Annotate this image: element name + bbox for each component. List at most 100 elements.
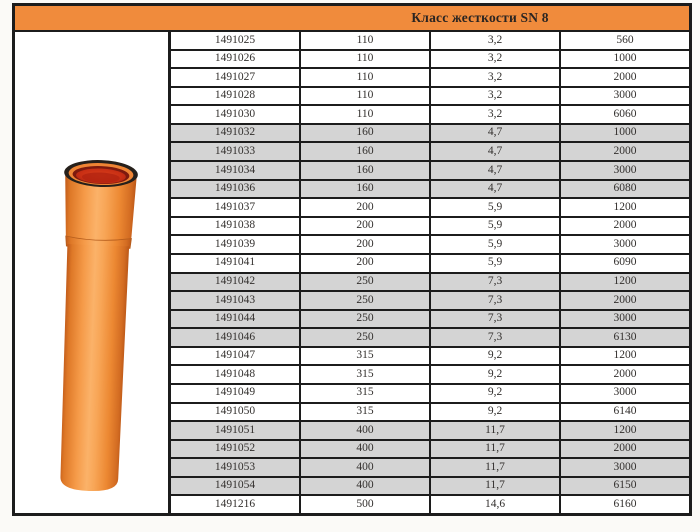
length-cell: 560	[561, 32, 689, 49]
diameter-cell: 160	[301, 143, 429, 161]
diameter-cell: 110	[301, 106, 429, 123]
length-cell: 2000	[561, 69, 689, 86]
diameter-cell: 250	[301, 310, 429, 328]
pipe-illustration-svg	[60, 160, 138, 492]
wall-cell: 11,7	[431, 477, 559, 495]
diameter-cell: 315	[301, 384, 429, 402]
length-cell: 6150	[561, 477, 689, 495]
article-cell: 1491044	[171, 310, 299, 328]
diameter-cell: 160	[301, 162, 429, 179]
length-cell: 2000	[561, 143, 689, 161]
article-cell: 1491032	[171, 124, 299, 142]
diameter-cell: 250	[301, 273, 429, 291]
diameter-cell: 315	[301, 347, 429, 365]
wall-cell: 5,9	[431, 217, 559, 235]
wall-cell: 9,2	[431, 347, 559, 365]
length-cell: 1000	[561, 50, 689, 68]
pipe-interior-shadow	[81, 172, 120, 183]
length-cell: 1200	[561, 273, 689, 291]
length-cell: 6140	[561, 403, 689, 421]
wall-cell: 11,7	[431, 422, 559, 439]
diameter-cell: 400	[301, 422, 429, 439]
wall-cell: 3,2	[431, 106, 559, 123]
wall-cell: 11,7	[431, 459, 559, 476]
length-cell: 3000	[561, 236, 689, 253]
wall-cell: 3,2	[431, 87, 559, 105]
wall-cell: 4,7	[431, 162, 559, 179]
table-header-band: Класс жесткости SN 8	[15, 6, 689, 32]
article-cell: 1491043	[171, 292, 299, 309]
article-cell: 1491052	[171, 440, 299, 458]
diameter-cell: 110	[301, 32, 429, 49]
wall-cell: 5,9	[431, 254, 559, 272]
wall-cell: 7,3	[431, 310, 559, 328]
product-image-cell	[15, 32, 171, 513]
diameter-cell: 160	[301, 180, 429, 198]
diameter-cell: 400	[301, 477, 429, 495]
article-cell: 1491041	[171, 254, 299, 272]
wall-cell: 14,6	[431, 496, 559, 513]
wall-cell: 7,3	[431, 292, 559, 309]
article-cell: 1491216	[171, 496, 299, 513]
diameter-cell: 200	[301, 199, 429, 216]
wall-cell: 9,2	[431, 366, 559, 383]
length-cell: 6080	[561, 180, 689, 198]
length-cell: 2000	[561, 217, 689, 235]
article-cell: 1491049	[171, 384, 299, 402]
pipe-socket	[65, 172, 137, 243]
diameter-cell: 400	[301, 440, 429, 458]
wall-cell: 4,7	[431, 124, 559, 142]
article-cell: 1491034	[171, 162, 299, 179]
diameter-cell: 500	[301, 496, 429, 513]
length-cell: 1200	[561, 199, 689, 216]
diameter-cell: 400	[301, 459, 429, 476]
article-cell: 1491026	[171, 50, 299, 68]
diameter-cell: 110	[301, 87, 429, 105]
length-cell: 1000	[561, 124, 689, 142]
article-cell: 1491027	[171, 69, 299, 86]
wall-cell: 4,7	[431, 180, 559, 198]
product-catalog-table: Класс жесткости SN 8	[12, 3, 692, 516]
article-cell: 1491047	[171, 347, 299, 365]
diameter-cell: 250	[301, 329, 429, 346]
diameter-cell: 250	[301, 292, 429, 309]
diameter-cell: 200	[301, 217, 429, 235]
wall-cell: 3,2	[431, 69, 559, 86]
article-cell: 1491028	[171, 87, 299, 105]
length-cell: 1200	[561, 422, 689, 439]
diameter-cell: 200	[301, 236, 429, 253]
diameter-cell: 110	[301, 69, 429, 86]
length-cell: 6090	[561, 254, 689, 272]
length-cell: 3000	[561, 459, 689, 476]
length-cell: 1200	[561, 347, 689, 365]
article-cell: 1491030	[171, 106, 299, 123]
length-cell: 3000	[561, 162, 689, 179]
article-cell: 1491038	[171, 217, 299, 235]
pipe-body	[60, 243, 130, 492]
pipe-group	[60, 160, 138, 492]
length-cell: 3000	[561, 87, 689, 105]
article-cell: 1491037	[171, 199, 299, 216]
wall-cell: 9,2	[431, 403, 559, 421]
length-cell: 6130	[561, 329, 689, 346]
stiffness-class-title: Класс жесткости SN 8	[411, 10, 549, 25]
diameter-cell: 200	[301, 254, 429, 272]
diameter-cell: 160	[301, 124, 429, 142]
diameter-cell: 315	[301, 366, 429, 383]
article-cell: 1491025	[171, 32, 299, 49]
wall-cell: 3,2	[431, 32, 559, 49]
article-cell: 1491042	[171, 273, 299, 291]
article-cell: 1491046	[171, 329, 299, 346]
wall-cell: 9,2	[431, 384, 559, 402]
diameter-cell: 110	[301, 50, 429, 68]
length-cell: 2000	[561, 440, 689, 458]
length-cell: 6160	[561, 496, 689, 513]
diameter-cell: 315	[301, 403, 429, 421]
table-body: 1491025 110 3,2 560 1491026 110 3,2 1000…	[15, 32, 689, 513]
article-cell: 1491053	[171, 459, 299, 476]
wall-cell: 11,7	[431, 440, 559, 458]
wall-cell: 5,9	[431, 236, 559, 253]
length-cell: 6060	[561, 106, 689, 123]
wall-cell: 5,9	[431, 199, 559, 216]
wall-cell: 3,2	[431, 50, 559, 68]
